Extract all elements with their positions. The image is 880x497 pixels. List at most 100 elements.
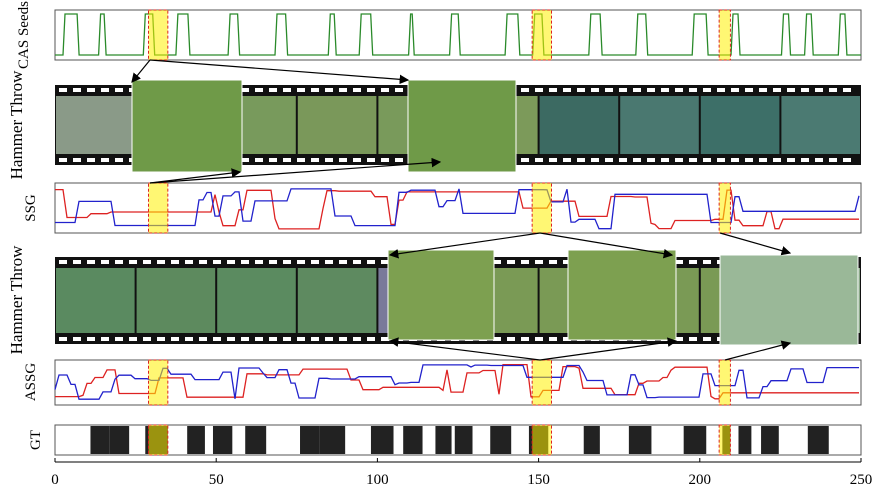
sprocket (87, 260, 95, 264)
sprocket (283, 337, 291, 341)
sprocket (577, 88, 585, 92)
gt-segment (738, 426, 752, 454)
sprocket (353, 158, 361, 162)
sprocket (73, 260, 81, 264)
row-label: ASSG (23, 363, 39, 402)
arrow (149, 168, 242, 184)
sprocket (129, 260, 137, 264)
sprocket (73, 88, 81, 92)
video-frame (297, 96, 377, 154)
sprocket (59, 260, 67, 264)
sprocket (157, 337, 165, 341)
sprocket (311, 158, 319, 162)
sprocket (815, 88, 823, 92)
sprocket (297, 337, 305, 341)
x-tick-label: 250 (850, 472, 873, 488)
sprocket (311, 337, 319, 341)
sprocket (59, 88, 67, 92)
sprocket (703, 158, 711, 162)
zoom-frame (407, 79, 517, 173)
video-frame (56, 268, 135, 333)
sprocket (493, 337, 501, 341)
signal-line (54, 364, 859, 400)
sprocket (507, 260, 515, 264)
sprocket (843, 88, 851, 92)
sprocket (619, 88, 627, 92)
row-label: SSG (23, 194, 39, 222)
sprocket (563, 158, 571, 162)
gt-segment (683, 426, 707, 454)
arrow (719, 232, 792, 256)
arrow (131, 59, 151, 83)
sprocket (759, 88, 767, 92)
sprocket (115, 260, 123, 264)
sprocket (661, 88, 669, 92)
sprocket (241, 158, 249, 162)
highlight (531, 359, 552, 406)
highlight (531, 182, 552, 234)
sprocket (325, 337, 333, 341)
seed-signal (55, 13, 861, 56)
sprocket (115, 337, 123, 341)
sprocket (549, 88, 557, 92)
sprocket (633, 88, 641, 92)
signal-box (54, 424, 862, 456)
sprocket (227, 260, 235, 264)
sprocket (297, 260, 305, 264)
sprocket (339, 337, 347, 341)
sprocket (535, 337, 543, 341)
row-label: Hammer Throw (7, 245, 26, 354)
gt-segment (807, 426, 829, 454)
sprocket (493, 260, 501, 264)
signal-box (54, 182, 862, 234)
sprocket (297, 88, 305, 92)
sprocket (395, 88, 403, 92)
sprocket (731, 88, 739, 92)
sprocket (339, 260, 347, 264)
gt-segment (454, 426, 473, 454)
arrow (539, 337, 678, 361)
sprocket (367, 88, 375, 92)
sprocket (227, 337, 235, 341)
sprocket (549, 337, 557, 341)
x-tick-label: 100 (366, 472, 389, 488)
sprocket (563, 88, 571, 92)
sprocket (549, 158, 557, 162)
sprocket (325, 158, 333, 162)
sprocket (339, 158, 347, 162)
sprocket (101, 260, 109, 264)
sprocket (787, 158, 795, 162)
sprocket (675, 260, 683, 264)
sprocket (703, 337, 711, 341)
sprocket (241, 260, 249, 264)
sprocket (829, 158, 837, 162)
zoom-frame (387, 249, 495, 341)
highlight (718, 424, 731, 456)
sprocket (647, 88, 655, 92)
sprocket (549, 260, 557, 264)
zoom-frame (131, 79, 243, 173)
video-frame (136, 268, 216, 333)
video-frame (56, 96, 135, 154)
sprocket (381, 337, 389, 341)
sprocket (745, 158, 753, 162)
sprocket (87, 88, 95, 92)
sprocket (311, 260, 319, 264)
row-label: Hammer Throw (7, 70, 26, 179)
highlight (147, 9, 169, 61)
arrow (724, 340, 792, 361)
sprocket (241, 88, 249, 92)
sprocket (73, 158, 81, 162)
highlight (147, 182, 169, 234)
highlight (147, 359, 169, 406)
row-label: CAS Seeds (16, 1, 32, 69)
sprocket (521, 158, 529, 162)
sprocket (535, 88, 543, 92)
sprocket (675, 88, 683, 92)
sprocket (213, 337, 221, 341)
sprocket (115, 88, 123, 92)
sprocket (381, 88, 389, 92)
sprocket (283, 260, 291, 264)
sprocket (731, 158, 739, 162)
gt-segment (583, 426, 600, 454)
